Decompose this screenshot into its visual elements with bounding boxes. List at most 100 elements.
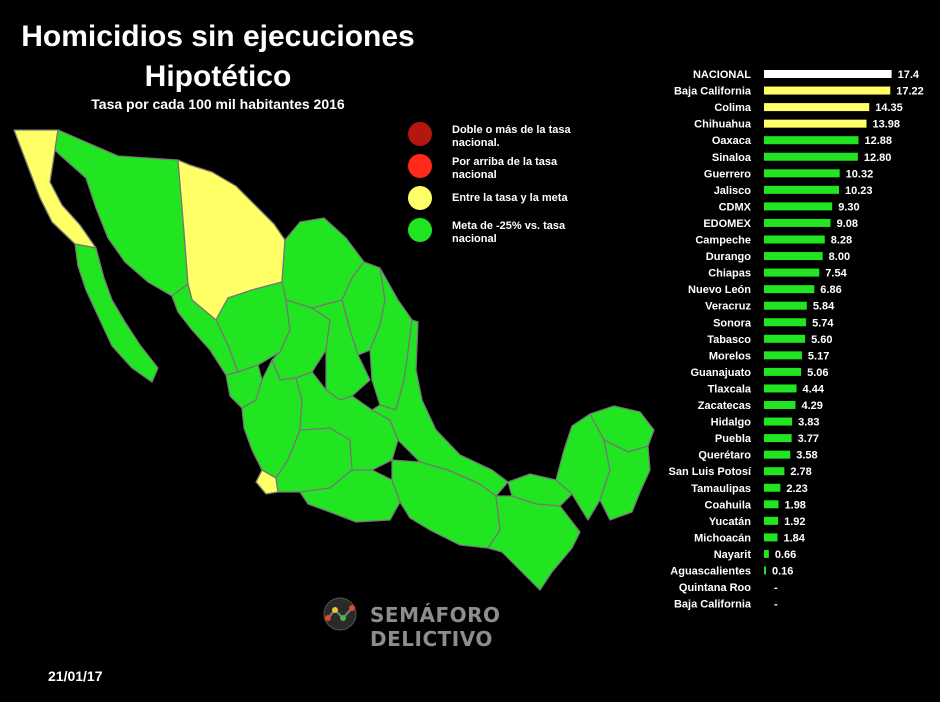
bar-value-san-luis-potosi-24: 2.78 [790, 466, 811, 478]
bar-value-sonora-15: 5.74 [812, 317, 834, 329]
bar-label-campeche-10: Campeche [695, 235, 751, 247]
bar-label-sinaloa-5: Sinaloa [712, 152, 752, 164]
rate-caption: Tasa por cada 100 mil habitantes 2016 [91, 96, 345, 112]
bar-colima-2 [764, 103, 870, 112]
bar-value-sinaloa-5: 12.80 [864, 152, 892, 164]
bar-value-chiapas-12: 7.54 [825, 268, 847, 280]
bar-value-veracruz-14: 5.84 [813, 301, 835, 313]
state-baja-california-sur [74, 243, 159, 383]
page-title: Homicidios sin ejecuciones [21, 20, 415, 53]
bar-value-tamaulipas-25: 2.23 [786, 483, 807, 495]
bar-value-nacional-0: 17.4 [898, 69, 920, 81]
legend-swatch-between [408, 186, 432, 210]
bar-jalisco-7 [764, 185, 840, 194]
bar-label-chiapas-12: Chiapas [708, 268, 751, 280]
bar-label-michoacan-28: Michoacán [694, 532, 751, 544]
bar-label-nayarit-29: Nayarit [714, 549, 752, 561]
bar-chiapas-12 [764, 268, 820, 277]
bar-chihuahua-3 [764, 119, 867, 128]
bar-san-luis-potosi-24 [764, 467, 785, 476]
bar-aguascalientes-30 [764, 566, 766, 575]
legend-label-above: Por arriba de la tasa nacional [452, 156, 558, 181]
bar-puebla-22 [764, 434, 792, 443]
bar-veracruz-14 [764, 301, 807, 310]
bar-value-zacatecas-20: 4.29 [801, 400, 822, 412]
bar-value-durango-11: 8.00 [829, 251, 850, 263]
bar-zacatecas-20 [764, 401, 796, 409]
bar-value-nayarit-29: 0.66 [775, 549, 796, 561]
bar-label-tabasco-16: Tabasco [707, 334, 751, 346]
bar-value-campeche-10: 8.28 [831, 235, 852, 247]
bar-value-tlaxcala-19: 4.44 [803, 383, 825, 395]
bar-value-morelos-17: 5.17 [808, 350, 829, 362]
bar-label-baja-california-32: Baja California [674, 599, 752, 611]
bar-value-jalisco-7: 10.23 [845, 185, 873, 197]
bar-label-tlaxcala-19: Tlaxcala [708, 383, 752, 395]
bar-yucatan-27 [764, 516, 779, 525]
brand-name: SEMÁFORO DELICTIVO [370, 603, 501, 651]
bar-value-edomex-9: 9.08 [837, 218, 858, 230]
bar-baja-california-1 [764, 86, 891, 95]
bar-label-hidalgo-21: Hidalgo [711, 417, 752, 429]
bar-value-cdmx-8: 9.30 [838, 201, 859, 213]
legend-label-double: Doble o más de la tasa nacional. [452, 124, 571, 149]
bar-label-puebla-22: Puebla [715, 433, 752, 445]
legend-label-goal: Meta de -25% vs. tasa nacional [452, 220, 566, 245]
semaforo-logo-icon [323, 597, 357, 631]
bar-label-guanajuato-18: Guanajuato [690, 367, 751, 379]
bar-label-colima-2: Colima [714, 102, 752, 114]
bar-value-guerrero-6: 10.32 [846, 168, 874, 180]
brand-logo: SEMÁFORO DELICTIVO [322, 596, 582, 651]
legend-swatch-goal [408, 218, 432, 242]
bar-label-quintana-roo-31: Quintana Roo [679, 582, 751, 594]
bar-value-guanajuato-18: 5.06 [807, 367, 828, 379]
bar-oaxaca-4 [764, 136, 859, 145]
bar-value-nuevo-leon-13: 6.86 [820, 284, 841, 296]
bar-campeche-10 [764, 235, 825, 244]
page-subtitle: Hipotético [144, 60, 292, 93]
bar-hidalgo-21 [764, 417, 793, 426]
bar-label-oaxaca-4: Oaxaca [712, 135, 752, 147]
bar-value-coahuila-26: 1.98 [785, 499, 806, 511]
bar-label-san-luis-potosi-24: San Luis Potosí [668, 466, 751, 478]
state-colima [255, 469, 279, 495]
bar-value-hidalgo-21: 3.83 [798, 417, 819, 429]
bar-nacional-0 [764, 70, 892, 78]
bar-value-colima-2: 14.35 [875, 102, 903, 114]
bar-value-yucatan-27: 1.92 [784, 516, 805, 528]
state-centro [295, 371, 399, 471]
bar-value-chihuahua-3: 13.98 [873, 119, 901, 131]
state-quintana-roo [599, 439, 651, 521]
bar-tabasco-16 [764, 334, 806, 343]
bar-value-aguascalientes-30: 0.16 [772, 566, 793, 578]
state-chiapas [487, 495, 581, 591]
bar-label-baja-california-1: Baja California [674, 86, 752, 98]
bar-label-nacional-0: NACIONAL [693, 69, 751, 81]
bar-value-queretaro-23: 3.58 [796, 450, 817, 462]
footer-date: 21/01/17 [48, 668, 103, 684]
mexico-map [13, 129, 655, 591]
bar-value-michoacan-28: 1.84 [783, 532, 805, 544]
bar-tlaxcala-19 [764, 384, 797, 393]
bar-edomex-9 [764, 218, 831, 227]
legend-swatch-double [408, 122, 432, 146]
bar-label-aguascalientes-30: Aguascalientes [670, 566, 751, 578]
legend-swatch-above [408, 154, 432, 178]
bar-sinaloa-5 [764, 152, 858, 161]
bar-label-queretaro-23: Querétaro [698, 450, 751, 462]
bar-label-morelos-17: Morelos [709, 350, 751, 362]
bar-label-veracruz-14: Veracruz [705, 301, 751, 313]
bar-value-baja-california-32: - [774, 599, 778, 611]
bar-queretaro-23 [764, 450, 791, 459]
bar-label-coahuila-26: Coahuila [705, 499, 752, 511]
bar-nuevo-leon-13 [764, 285, 815, 294]
bar-label-yucatan-27: Yucatán [709, 516, 751, 528]
state-veracruz [371, 319, 509, 497]
bar-value-tabasco-16: 5.60 [811, 334, 832, 346]
bar-value-puebla-22: 3.77 [798, 433, 819, 445]
bar-label-durango-11: Durango [706, 251, 752, 263]
bar-michoacan-28 [764, 533, 778, 542]
state-sonora [54, 129, 189, 297]
bar-nayarit-29 [764, 549, 769, 558]
bar-guerrero-6 [764, 169, 840, 178]
